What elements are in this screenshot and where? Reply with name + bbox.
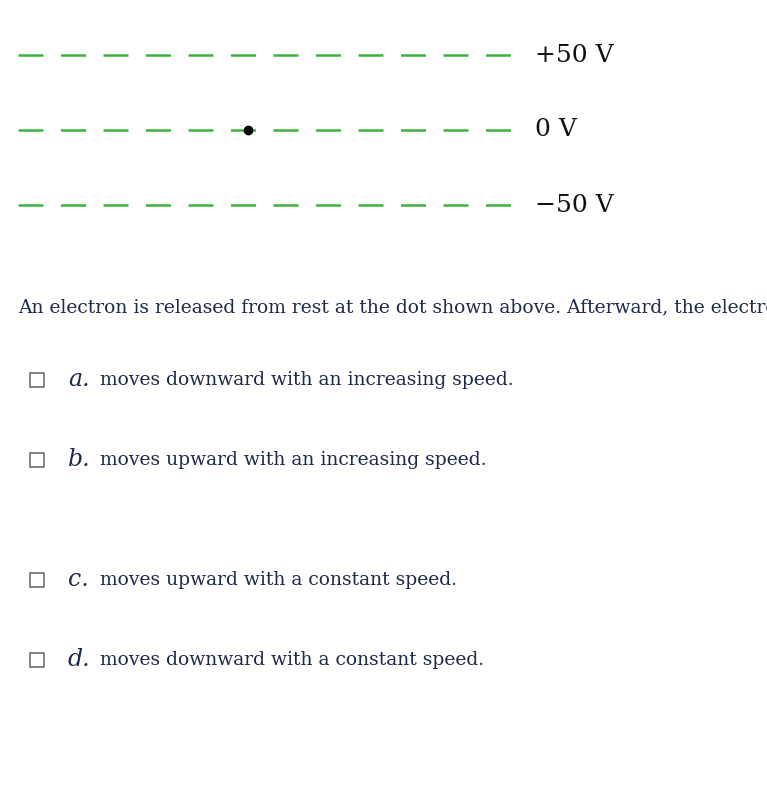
FancyBboxPatch shape: [30, 453, 44, 467]
Text: c.: c.: [68, 569, 89, 591]
Text: b.: b.: [68, 448, 91, 472]
FancyBboxPatch shape: [30, 573, 44, 587]
Text: +50 V: +50 V: [535, 44, 614, 66]
Text: moves downward with a constant speed.: moves downward with a constant speed.: [100, 651, 484, 669]
Text: d.: d.: [68, 649, 91, 671]
FancyBboxPatch shape: [30, 373, 44, 387]
Text: −50 V: −50 V: [535, 193, 614, 217]
Text: moves downward with an increasing speed.: moves downward with an increasing speed.: [100, 371, 514, 389]
Text: An electron is released from rest at the dot shown above. Afterward, the electro: An electron is released from rest at the…: [18, 298, 767, 316]
Text: 0 V: 0 V: [535, 119, 577, 141]
FancyBboxPatch shape: [30, 653, 44, 667]
Text: moves upward with a constant speed.: moves upward with a constant speed.: [100, 571, 457, 589]
Text: a.: a.: [68, 368, 90, 392]
Text: moves upward with an increasing speed.: moves upward with an increasing speed.: [100, 451, 486, 469]
